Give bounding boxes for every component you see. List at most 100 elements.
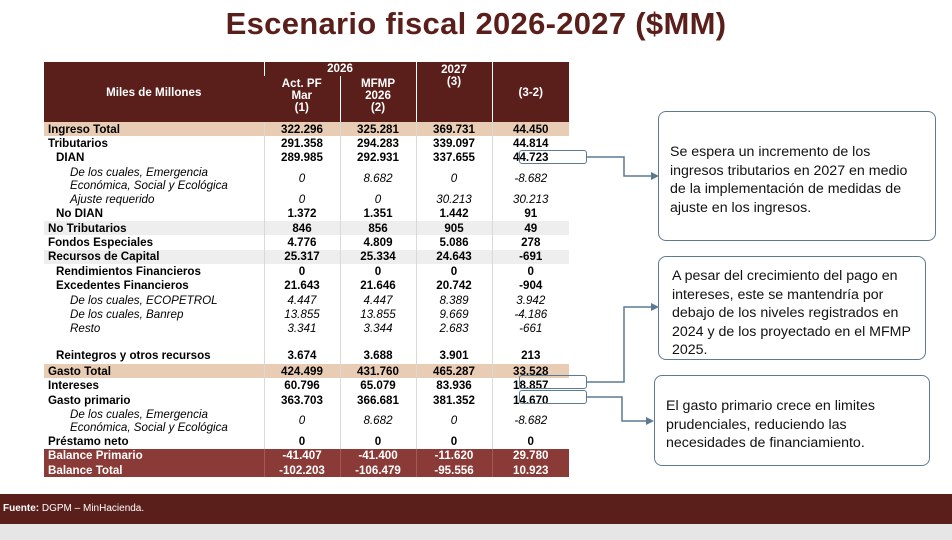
table-corner-header: Miles de Millones (44, 62, 264, 122)
row-label: Excedentes Financieros (56, 279, 189, 293)
row-value: 381.352 (415, 392, 493, 408)
table-row: Ajuste requerido 0 0 30.213 30.213 (44, 192, 570, 207)
column-header-act-pf: Act. PF Mar (1) (264, 76, 340, 122)
year-group-header: 2026 (263, 62, 417, 76)
row-value: 322.296 (263, 122, 340, 137)
row-label: De los cuales, ECOPETROL (70, 293, 218, 307)
row-label: Ingreso Total (44, 122, 264, 137)
row-value: 339.097 (415, 136, 493, 151)
row-label: Intereses (48, 379, 99, 393)
row-value: 856 (339, 220, 417, 236)
row-value: 24.643 (415, 249, 493, 265)
row-value: 465.287 (415, 364, 493, 379)
row-value: 0 (263, 192, 340, 207)
row-value: 292.931 (339, 150, 417, 166)
row-label: Préstamo neto (48, 434, 129, 448)
table-row: Rendimientos Financieros 0 0 0 0 (44, 264, 570, 279)
row-value: 0 (415, 264, 493, 279)
row-value: -106.479 (339, 463, 417, 478)
row-label: Resto (70, 322, 101, 336)
row-label: Rendimientos Financieros (56, 264, 201, 278)
row-value: 3.942 (491, 292, 570, 308)
row-value: 60.796 (263, 378, 340, 393)
row-label: Gasto Total (44, 364, 264, 379)
arrow-head-3 (646, 417, 654, 425)
row-value: 91 (491, 206, 570, 221)
row-value: 213 (491, 336, 570, 365)
source-note: Fuente: DGPM – MinHacienda. (3, 503, 145, 514)
row-label: Fondos Especiales (48, 236, 154, 250)
table-row: Tributarios 291.358 294.283 339.097 44.814 (44, 136, 570, 151)
row-value: 8.682 (339, 165, 417, 193)
page-title: Escenario fiscal 2026-2027 ($MM) (225, 6, 727, 41)
row-value: 13.855 (263, 307, 340, 322)
row-value: 905 (415, 220, 493, 236)
table-row: Reintegros y otros recursos 3.674 3.688 3.9… (44, 336, 570, 365)
row-value: 0 (415, 165, 493, 193)
arrow-head-2 (651, 303, 659, 311)
row-value: 1.442 (415, 206, 493, 221)
row-value: 278 (491, 235, 570, 250)
row-value: 21.646 (339, 278, 417, 293)
row-value: 0 (263, 434, 340, 449)
row-value: 0 (263, 264, 340, 279)
row-label: DIAN (56, 151, 85, 165)
row-value: 3.688 (339, 336, 417, 365)
row-value: -102.203 (263, 463, 340, 478)
table-row: No Tributarios 846 856 905 49 (44, 220, 570, 236)
row-value: 337.655 (415, 150, 493, 166)
row-label: De los cuales, Emergencia Económica, Soc… (70, 165, 228, 192)
row-value: 291.358 (263, 136, 340, 151)
table-row: Balance Primario -41.407 -41.400 -11.620 29.… (44, 448, 570, 464)
row-value: 4.447 (339, 292, 417, 308)
row-value: 44.723 (491, 150, 570, 166)
row-value: -8.682 (491, 407, 570, 435)
row-value: 0 (491, 434, 570, 449)
row-value: 1.351 (339, 206, 417, 221)
row-value: 25.334 (339, 249, 417, 265)
row-value: 33.528 (491, 364, 570, 379)
row-value: -904 (491, 278, 570, 293)
table-row: Ingreso Total 322.296 325.281 369.731 44.450 (44, 122, 570, 137)
table-row: Balance Total -102.203 -106.479 -95.556 10.9… (44, 463, 570, 478)
row-label: Balance Total (44, 463, 264, 478)
row-value: 366.681 (339, 392, 417, 408)
row-value: 21.643 (263, 278, 340, 293)
row-value: 4.809 (339, 235, 417, 250)
row-label: Tributarios (48, 137, 108, 151)
row-value: -661 (491, 321, 570, 337)
row-value: 3.341 (263, 321, 340, 337)
table-row: No DIAN 1.372 1.351 1.442 91 (44, 206, 570, 221)
row-label: No Tributarios (44, 220, 264, 236)
row-value: -8.682 (491, 165, 570, 193)
row-value: -691 (491, 249, 570, 265)
row-value: 49 (491, 220, 570, 236)
row-label: Recursos de Capital (44, 249, 264, 265)
table-row: Gasto primario 363.703 366.681 381.352 14.67… (44, 392, 570, 408)
row-value: 9.669 (415, 307, 493, 322)
row-value: -41.407 (263, 448, 340, 464)
table-row: DIAN 289.985 292.931 337.655 44.723 (44, 150, 570, 166)
bottom-strip (0, 524, 952, 540)
callout-ingresos: Se espera un incremento de los ingresos … (658, 111, 936, 241)
row-value: 369.731 (415, 122, 493, 137)
row-value: -11.620 (415, 448, 493, 464)
row-value: 8.389 (415, 292, 493, 308)
column-header-2027: 2027 (3) (415, 62, 493, 122)
row-value: 289.985 (263, 150, 340, 166)
row-value: 4.447 (263, 292, 340, 308)
table-row: Resto 3.341 3.344 2.683 -661 (44, 321, 570, 337)
row-value: 0 (339, 264, 417, 279)
row-value: -4.186 (491, 307, 570, 322)
table-row: De los cuales, Emergencia Económica, Soc… (44, 407, 570, 435)
row-value: 294.283 (339, 136, 417, 151)
row-value: 1.372 (263, 206, 340, 221)
row-value: 3.901 (415, 336, 493, 365)
row-value: 325.281 (339, 122, 417, 137)
connector-2 (587, 306, 654, 383)
row-value: 0 (415, 434, 493, 449)
connector-3 (587, 396, 649, 422)
row-value: 13.855 (339, 307, 417, 322)
row-value: 4.776 (263, 235, 340, 250)
